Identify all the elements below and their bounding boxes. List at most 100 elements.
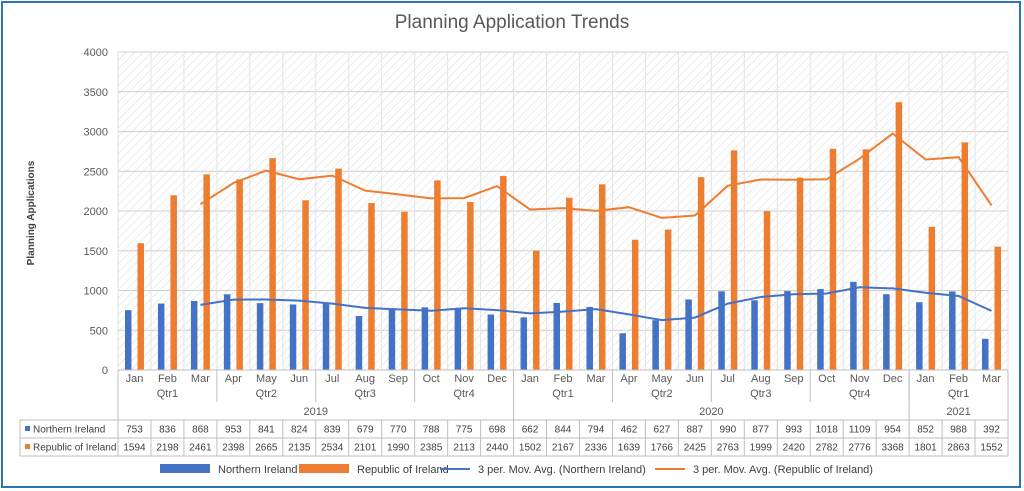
- table-cell: 794: [588, 425, 605, 436]
- x-tick-month: Jun: [686, 373, 704, 385]
- table-cell: 1109: [849, 425, 871, 436]
- x-tick-quarter: Qtr3: [750, 388, 771, 400]
- legend-item-northern-ireland-swatch: [160, 464, 210, 473]
- x-tick-month: Mar: [982, 373, 1001, 385]
- bar-northern-ireland: [850, 281, 857, 370]
- x-tick-month: Sep: [784, 373, 804, 385]
- y-tick-label: 3500: [84, 87, 108, 99]
- x-tick-month: Sep: [388, 373, 408, 385]
- y-tick-label: 2500: [84, 166, 108, 178]
- table-cell: 1552: [980, 443, 1003, 454]
- table-cell: 836: [159, 425, 176, 436]
- table-cell: 662: [522, 425, 539, 436]
- table-cell: 839: [324, 425, 341, 436]
- table-cell: 953: [225, 425, 242, 436]
- table-cell: 753: [126, 425, 143, 436]
- bar-republic-of-ireland: [928, 226, 936, 370]
- table-cell: 877: [752, 425, 769, 436]
- table-cell: 698: [489, 425, 506, 436]
- x-tick-month: May: [651, 373, 672, 385]
- x-tick-month: Mar: [191, 373, 210, 385]
- x-tick-year: 2021: [946, 406, 970, 418]
- x-tick-month: Mar: [586, 373, 605, 385]
- x-tick-month: Jan: [126, 373, 144, 385]
- bar-northern-ireland: [454, 308, 462, 370]
- x-tick-year: 2019: [304, 406, 328, 418]
- x-tick-month: Jul: [721, 373, 735, 385]
- legend-item-ma-republic-of-ireland-label: 3 per. Mov. Avg. (Republic of Ireland): [693, 464, 873, 476]
- x-tick-quarter: Qtr2: [651, 388, 672, 400]
- bar-northern-ireland: [223, 294, 231, 370]
- x-tick-month: Apr: [225, 373, 242, 385]
- table-cell: 2782: [816, 443, 839, 454]
- table-cell: 2398: [222, 443, 245, 454]
- y-tick-label: 500: [90, 325, 108, 337]
- bar-northern-ireland: [520, 317, 528, 370]
- table-series-label: Northern Ireland: [33, 425, 105, 436]
- bar-northern-ireland: [652, 320, 659, 370]
- table-cell: 887: [687, 425, 704, 436]
- bar-republic-of-ireland: [533, 250, 540, 370]
- bar-northern-ireland: [586, 306, 593, 370]
- x-axis: Jan Feb Mar Apr May Jun Jul Aug Sep Oct Nov Dec Jan F…: [117, 369, 1009, 420]
- table-cell: 841: [258, 425, 275, 436]
- bar-northern-ireland: [289, 304, 297, 370]
- x-tick-month: Oct: [423, 373, 440, 385]
- table-cell: 2336: [585, 443, 608, 454]
- table-cell: 868: [192, 425, 209, 436]
- x-tick-quarter: Qtr3: [355, 388, 376, 400]
- x-tick-month: Jan: [917, 373, 935, 385]
- x-tick-quarter: Qtr1: [948, 388, 969, 400]
- bar-republic-of-ireland: [598, 184, 606, 370]
- bar-northern-ireland: [784, 291, 791, 370]
- table-cell: 2113: [453, 443, 475, 454]
- bar-northern-ireland: [718, 291, 725, 370]
- table-cell: 2385: [420, 443, 443, 454]
- legend-item-northern-ireland-label: Northern Ireland: [218, 464, 298, 476]
- x-tick-quarter: Qtr4: [849, 388, 870, 400]
- bar-northern-ireland: [190, 300, 198, 370]
- table-cell: 1502: [519, 443, 542, 454]
- bars: [124, 102, 1002, 370]
- x-tick-month: Jun: [290, 373, 308, 385]
- bar-republic-of-ireland: [730, 150, 738, 370]
- bar-republic-of-ireland: [566, 197, 573, 370]
- table-series-key: [25, 426, 30, 431]
- y-tick-label: 0: [102, 365, 108, 377]
- x-tick-quarter: Qtr4: [453, 388, 474, 400]
- table-cell: 3368: [882, 443, 905, 454]
- y-axis-label: Planning Applications: [26, 160, 37, 265]
- table-cell: 2461: [189, 443, 212, 454]
- bar-republic-of-ireland: [664, 229, 672, 370]
- table-cell: 627: [654, 425, 671, 436]
- bar-northern-ireland: [685, 299, 692, 370]
- table-cell: 2440: [486, 443, 509, 454]
- table-cell: 2135: [288, 443, 311, 454]
- bar-northern-ireland: [421, 307, 429, 370]
- bar-republic-of-ireland: [796, 177, 804, 370]
- bar-republic-of-ireland: [335, 168, 342, 370]
- bar-republic-of-ireland: [434, 180, 441, 370]
- bar-republic-of-ireland: [961, 142, 969, 370]
- y-tick-label: 4000: [84, 47, 108, 59]
- bar-republic-of-ireland: [500, 176, 507, 370]
- bar-republic-of-ireland: [467, 202, 474, 370]
- table-cell: 2763: [717, 443, 740, 454]
- bar-republic-of-ireland: [236, 179, 243, 370]
- x-tick-quarter: Qtr2: [256, 388, 277, 400]
- bar-republic-of-ireland: [895, 102, 903, 370]
- bar-northern-ireland: [157, 303, 165, 370]
- x-tick-quarter: Qtr1: [552, 388, 573, 400]
- data-table: Northern Ireland 753 836 868 953 841 824 839 679…: [19, 419, 1009, 457]
- x-tick-month: Aug: [355, 373, 375, 385]
- bar-northern-ireland: [916, 302, 923, 370]
- bar-republic-of-ireland: [203, 174, 210, 370]
- x-tick-month: Apr: [620, 373, 637, 385]
- bar-republic-of-ireland: [170, 195, 177, 370]
- table-cell: 679: [357, 425, 374, 436]
- bar-republic-of-ireland: [137, 243, 144, 370]
- moving-average-northern-ireland: [200, 286, 992, 322]
- x-tick-month: Dec: [487, 373, 507, 385]
- bar-northern-ireland: [982, 338, 989, 370]
